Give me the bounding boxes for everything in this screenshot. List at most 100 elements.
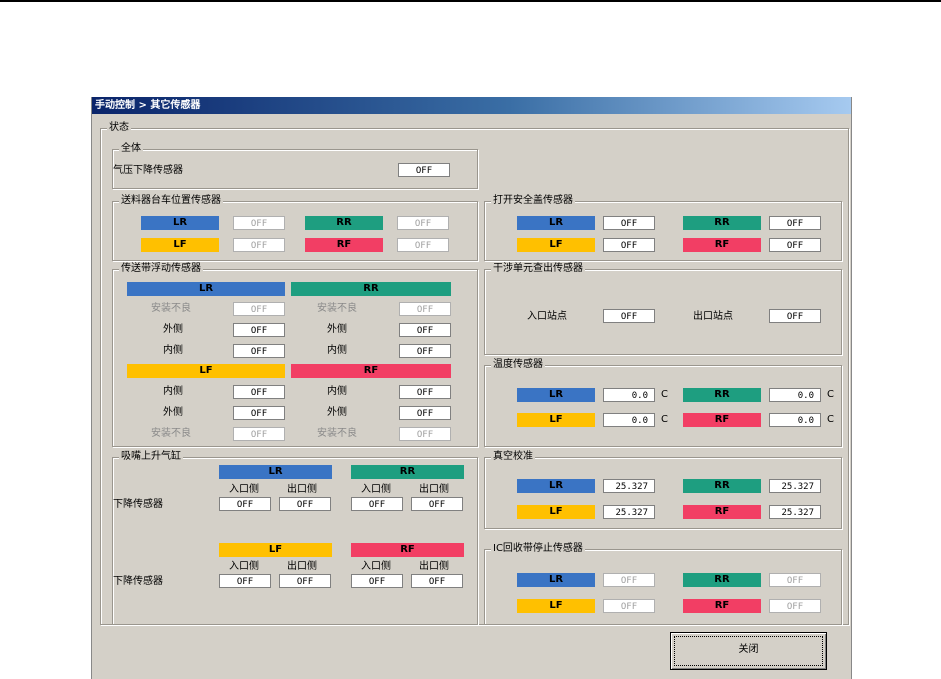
vacuum-lf-value: 25.327	[603, 505, 655, 519]
belt-lf-install-label: 安装不良	[151, 428, 191, 439]
status-label: 状态	[107, 122, 131, 134]
close-button-label: 关闭	[738, 644, 759, 655]
belt-rr-tag: RR	[291, 282, 451, 296]
belt-lr-install-label: 安装不良	[151, 303, 191, 314]
nozzle-rr-exit-value: OFF	[411, 497, 463, 511]
nozzle-rf-entry-value: OFF	[351, 574, 403, 588]
belt-rr-install-label: 安装不良	[317, 303, 357, 314]
nozzle-lr-exit-label: 出口侧	[287, 484, 317, 495]
entry-station-value: OFF	[603, 309, 655, 323]
safety-cover-title: 打开安全盖传感器	[491, 195, 575, 207]
ic-lr-value: OFF	[603, 573, 655, 587]
exit-station-label: 出口站点	[693, 311, 733, 322]
ic-rf-tag: RF	[683, 599, 761, 613]
ic-belt-group: IC回收带停止传感器 LR OFF RR OFF LF OFF RF OFF	[484, 543, 842, 625]
vacuum-rr-tag: RR	[683, 479, 761, 493]
belt-rf-tag: RF	[291, 364, 451, 378]
belt-lr-outer-label: 外侧	[163, 324, 183, 335]
temperature-title: 温度传感器	[491, 359, 545, 371]
safety-rf-value: OFF	[769, 238, 821, 252]
ic-lf-value: OFF	[603, 599, 655, 613]
safety-rr-tag: RR	[683, 216, 761, 230]
temperature-group: 温度传感器 LR 0.0 C RR 0.0 C LF 0.0 C RF 0.0 …	[484, 359, 842, 447]
belt-rr-outer-label: 外侧	[327, 324, 347, 335]
belt-lf-tag: LF	[127, 364, 285, 378]
belt-lr-inner-value: OFF	[233, 344, 285, 358]
ic-rr-tag: RR	[683, 573, 761, 587]
top-rule	[0, 0, 941, 2]
dialog-window: 手动控制 > 其它传感器 状态 全体 气压下降传感器 OFF 送料器台车位置传感…	[91, 97, 852, 679]
feeder-lf-value: OFF	[233, 238, 285, 252]
vacuum-rf-value: 25.327	[769, 505, 821, 519]
vacuum-lr-value: 25.327	[603, 479, 655, 493]
nozzle-rr-tag: RR	[351, 465, 464, 479]
feeder-rf-tag: RF	[305, 238, 383, 252]
close-button[interactable]: 关闭	[670, 632, 827, 670]
feeder-lf-tag: LF	[141, 238, 219, 252]
nozzle-lr-tag: LR	[219, 465, 332, 479]
belt-rf-install-value: OFF	[399, 427, 451, 441]
belt-lr-outer-value: OFF	[233, 323, 285, 337]
temp-lf-unit: C	[661, 414, 668, 425]
nozzle-group: 吸嘴上升气缸 LR RR 入口侧 出口侧 入口侧 出口侧 下降传感器 OFF O…	[112, 451, 478, 625]
belt-lf-inner-value: OFF	[233, 385, 285, 399]
temp-lf-tag: LF	[517, 413, 595, 427]
belt-rr-inner-label: 内侧	[327, 345, 347, 356]
safety-lf-value: OFF	[603, 238, 655, 252]
vacuum-group: 真空校准 LR 25.327 RR 25.327 LF 25.327 RF 25…	[484, 451, 842, 529]
nozzle-rf-tag: RF	[351, 543, 464, 557]
nozzle-lf-exit-value: OFF	[279, 574, 331, 588]
focus-rect	[674, 636, 823, 666]
overall-group: 全体 气压下降传感器 OFF	[112, 143, 478, 189]
temp-lr-unit: C	[661, 389, 668, 400]
belt-title: 传送带浮动传感器	[119, 263, 203, 275]
belt-rf-outer-value: OFF	[399, 406, 451, 420]
feeder-rf-value: OFF	[397, 238, 449, 252]
feeder-title: 送料器台车位置传感器	[119, 195, 223, 207]
belt-rf-inner-label: 内侧	[327, 386, 347, 397]
nozzle-upper-down-label: 下降传感器	[113, 499, 163, 510]
window-title: 手动控制 > 其它传感器	[92, 97, 851, 114]
overall-title: 全体	[119, 143, 143, 155]
belt-lf-install-value: OFF	[233, 427, 285, 441]
temp-rf-tag: RF	[683, 413, 761, 427]
belt-lr-inner-label: 内侧	[163, 345, 183, 356]
nozzle-rf-entry-label: 入口侧	[361, 561, 391, 572]
vacuum-lr-tag: LR	[517, 479, 595, 493]
temp-lr-tag: LR	[517, 388, 595, 402]
nozzle-rr-entry-label: 入口侧	[361, 484, 391, 495]
feeder-group: 送料器台车位置传感器 LR OFF RR OFF LF OFF RF OFF	[112, 195, 478, 261]
temp-rr-value: 0.0	[769, 388, 821, 402]
stepper-group: 干涉单元查出传感器 入口站点 OFF 出口站点 OFF	[484, 263, 842, 355]
nozzle-lf-exit-label: 出口侧	[287, 561, 317, 572]
temp-rf-unit: C	[827, 414, 834, 425]
nozzle-lower-down-label: 下降传感器	[113, 576, 163, 587]
safety-lr-tag: LR	[517, 216, 595, 230]
ic-rf-value: OFF	[769, 599, 821, 613]
belt-rr-install-value: OFF	[399, 302, 451, 316]
belt-lr-tag: LR	[127, 282, 285, 296]
vacuum-lf-tag: LF	[517, 505, 595, 519]
safety-lf-tag: LF	[517, 238, 595, 252]
nozzle-rf-exit-value: OFF	[411, 574, 463, 588]
nozzle-title: 吸嘴上升气缸	[119, 451, 183, 463]
belt-lf-outer-value: OFF	[233, 406, 285, 420]
feeder-rr-tag: RR	[305, 216, 383, 230]
ic-rr-value: OFF	[769, 573, 821, 587]
ic-belt-title: IC回收带停止传感器	[491, 543, 585, 555]
ic-lf-tag: LF	[517, 599, 595, 613]
belt-rr-outer-value: OFF	[399, 323, 451, 337]
nozzle-lr-entry-value: OFF	[219, 497, 271, 511]
temp-rr-tag: RR	[683, 388, 761, 402]
vacuum-rr-value: 25.327	[769, 479, 821, 493]
nozzle-rr-exit-label: 出口侧	[419, 484, 449, 495]
belt-rr-inner-value: OFF	[399, 344, 451, 358]
feeder-lr-value: OFF	[233, 216, 285, 230]
belt-group: 传送带浮动传感器 LR RR 安装不良 OFF 安装不良 OFF 外侧 OFF …	[112, 263, 478, 447]
belt-rf-outer-label: 外侧	[327, 407, 347, 418]
temp-lr-value: 0.0	[603, 388, 655, 402]
exit-station-value: OFF	[769, 309, 821, 323]
nozzle-lf-tag: LF	[219, 543, 332, 557]
stepper-title: 干涉单元查出传感器	[491, 263, 585, 275]
belt-rf-inner-value: OFF	[399, 385, 451, 399]
